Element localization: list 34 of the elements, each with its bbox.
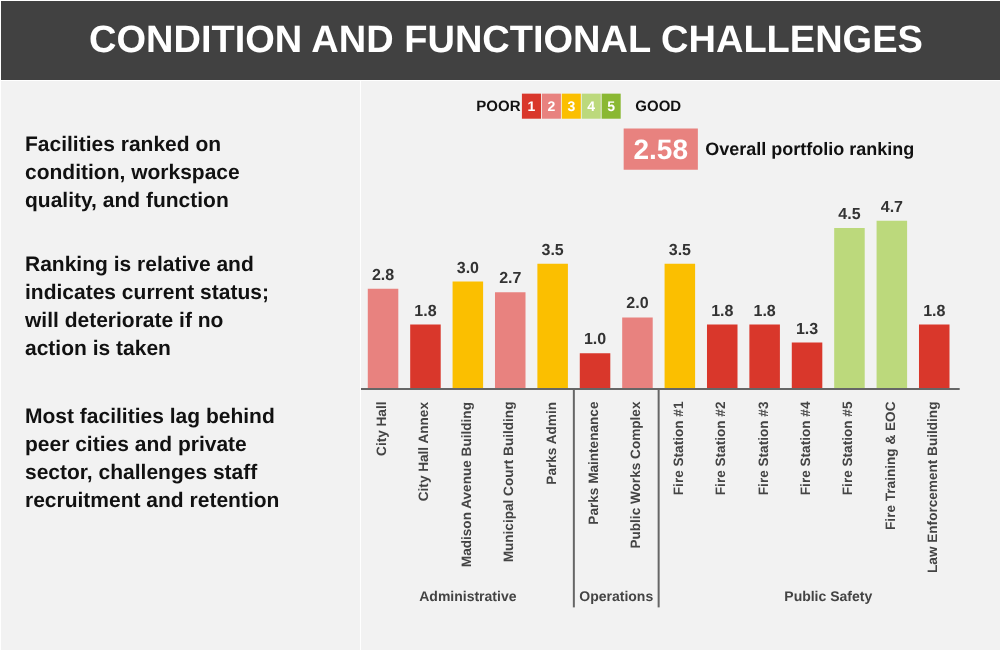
data-label: 3.5 — [541, 240, 565, 259]
bar — [918, 324, 950, 389]
bar — [367, 288, 399, 389]
bar — [410, 324, 441, 389]
text: Facilities ranked on condition, workspace quality, and function — [25, 133, 241, 213]
data-label: 2.7 — [499, 269, 523, 288]
bar — [622, 317, 653, 389]
bar — [494, 292, 526, 389]
bar — [834, 227, 865, 389]
data-label: 3.5 — [668, 240, 693, 259]
bar — [579, 353, 611, 389]
bar — [706, 324, 738, 389]
data-label: 2.8 — [371, 265, 396, 284]
bar — [749, 324, 780, 389]
data-label: 2.0 — [626, 294, 650, 313]
data-label: 4.7 — [880, 197, 905, 216]
bar — [452, 281, 484, 389]
data-label: 1.3 — [795, 319, 820, 338]
data-label: 1.8 — [753, 301, 777, 320]
text: Overall portfolio ranking — [705, 139, 915, 160]
data-label: 4.5 — [838, 204, 862, 223]
bar — [876, 220, 908, 389]
data-label: 1.8 — [923, 301, 947, 320]
data-label: 1.0 — [583, 330, 608, 349]
data-label: 1.8 — [711, 301, 735, 320]
data-label: 3.0 — [456, 258, 481, 277]
bar — [664, 263, 696, 389]
text: 2.58 — [633, 133, 689, 166]
bar — [537, 263, 568, 389]
text: Ranking is relative and indicates current status; will deteriorate if no action is taken — [23, 253, 269, 361]
chart-title: CONDITION AND FUNCTIONAL CHALLENGES — [89, 20, 923, 62]
data-label: 1.8 — [414, 301, 438, 320]
text: Most facilities lag behind peer cities and private sector, challenges staff recruitment and retention — [25, 405, 280, 513]
bar — [791, 342, 823, 389]
